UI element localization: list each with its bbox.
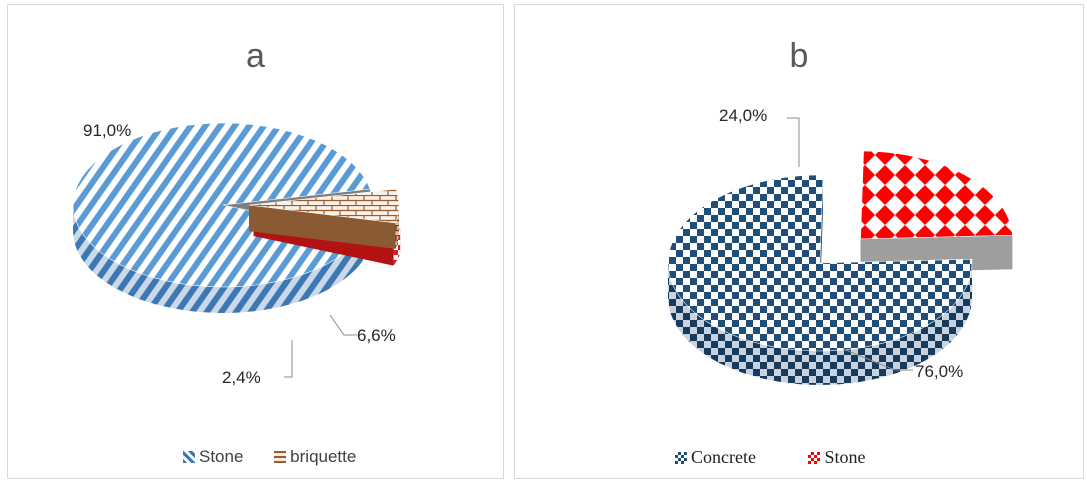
chart-panel-a: a 91,0% 6,6% 2,4% Stone briquette <box>7 4 504 479</box>
legend-label-concrete: Concrete <box>691 447 756 467</box>
legend-b: Concrete Stone <box>675 447 891 469</box>
pie-a-slices <box>72 122 401 313</box>
legend-item-concrete: Concrete <box>675 447 756 468</box>
legend-swatch-briquette <box>274 451 287 463</box>
legend-item-stone-b: Stone <box>808 447 865 468</box>
data-label-small-slice: 2,4% <box>222 368 261 387</box>
data-label-stone: 91,0% <box>83 121 132 140</box>
legend-label-stone-b: Stone <box>824 447 866 467</box>
leader-line-briquette <box>329 314 357 336</box>
pie-b-leader-lines <box>787 117 913 371</box>
slice-concrete-rim-0 <box>668 263 972 385</box>
legend-swatch-concrete <box>675 451 687 464</box>
chart-b-title: b <box>789 37 809 75</box>
slice-stone-b-top <box>860 150 1013 240</box>
legend-label-stone: Stone <box>199 447 244 466</box>
slice-briquette-top <box>248 188 400 224</box>
leader-line-small-slice <box>284 340 293 378</box>
legend-a: Stone briquette <box>183 447 382 468</box>
pie-chart-a-svg <box>72 122 401 378</box>
slice-stone-top <box>72 122 371 288</box>
data-label-concrete: 76,0% <box>915 362 964 381</box>
chart-panel-b: b 24,0% 76,0% Concrete Stone <box>514 4 1084 479</box>
leader-line-concrete <box>842 348 913 371</box>
slice-stone-rim-0 <box>73 205 363 313</box>
slice-briquette-rim-1 <box>395 205 399 249</box>
legend-swatch-stone <box>183 451 195 463</box>
slice-concrete-top <box>667 174 973 352</box>
legend-swatch-stone-b <box>808 451 821 464</box>
data-label-briquette: 6,6% <box>357 326 396 345</box>
pie-b-slices <box>667 150 1013 385</box>
pie-chart-b-svg <box>667 117 1013 385</box>
leader-line-stone-b <box>787 117 800 167</box>
pie-a-leader-lines <box>284 314 357 378</box>
legend-item-briquette: briquette <box>274 447 356 467</box>
data-label-stone-b: 24,0% <box>719 106 768 125</box>
legend-item-stone: Stone <box>183 447 243 467</box>
legend-label-briquette: briquette <box>290 447 357 466</box>
slice-briquette-wall-end <box>248 205 396 249</box>
chart-a-title: a <box>246 37 265 75</box>
